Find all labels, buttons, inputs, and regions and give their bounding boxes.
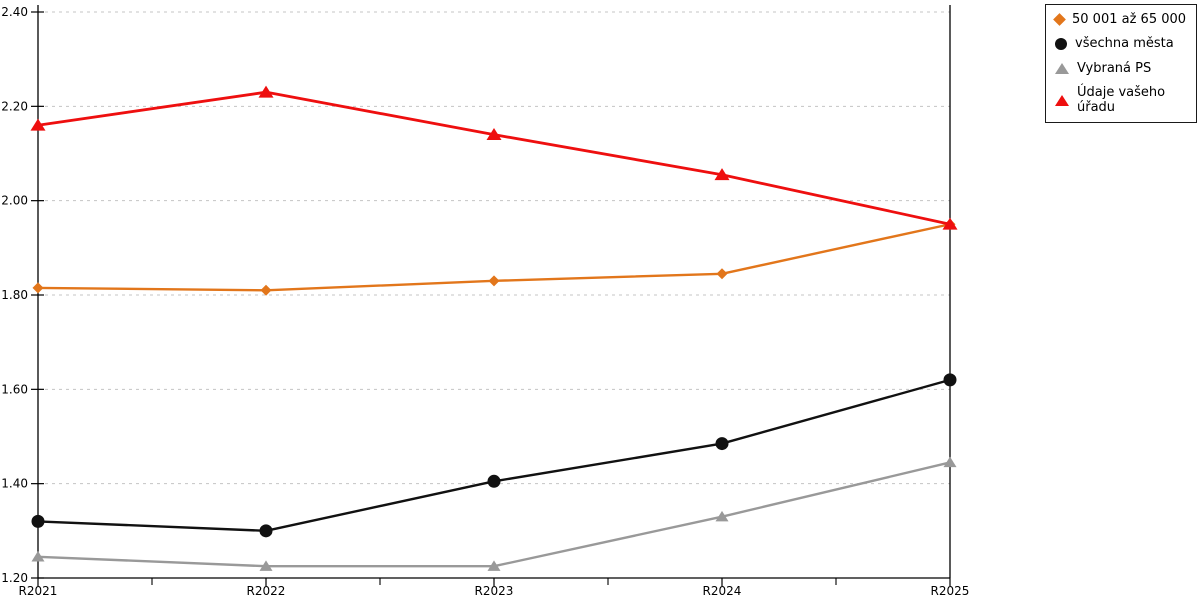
x-tick-label: R2021 <box>19 584 58 598</box>
data-point <box>259 524 273 538</box>
legend-label: všechna města <box>1075 36 1174 52</box>
series-line-3 <box>37 90 951 226</box>
data-point <box>942 217 958 230</box>
y-tick-label: 1.60 <box>1 382 28 396</box>
data-point <box>714 168 730 181</box>
triangle-marker-icon <box>1055 62 1069 74</box>
data-point <box>487 560 501 571</box>
series-line-1 <box>37 378 951 533</box>
y-tick-label: 2.00 <box>1 194 28 208</box>
legend-item-vsechna-mesta: všechna města <box>1055 36 1196 51</box>
data-point <box>715 437 729 451</box>
data-point <box>258 85 274 98</box>
legend-item-vybrana-ps: Vybraná PS <box>1055 61 1196 76</box>
y-tick-label: 1.40 <box>1 477 28 491</box>
circle-marker-icon <box>1055 37 1067 50</box>
legend-item-udaje-vaseho-uradu: Údaje vašeho úřadu <box>1055 85 1196 115</box>
data-point <box>31 514 45 528</box>
diamond-marker-icon <box>1053 12 1066 26</box>
x-tick-label: R2022 <box>247 584 286 598</box>
legend-label: Údaje vašeho úřadu <box>1077 85 1166 116</box>
data-point <box>260 284 272 296</box>
y-tick-label: 1.80 <box>1 288 28 302</box>
data-point <box>716 268 728 280</box>
data-point <box>943 373 957 387</box>
legend: 50 001 až 65 000 všechna města Vybraná P… <box>1045 4 1197 123</box>
legend-label: Vybraná PS <box>1077 60 1152 76</box>
data-point <box>259 560 273 571</box>
data-point <box>487 474 501 488</box>
x-tick-label: R2023 <box>475 584 514 598</box>
data-point <box>715 510 729 522</box>
y-tick-label: 2.40 <box>1 5 28 19</box>
data-point <box>943 456 957 468</box>
data-point <box>32 282 44 294</box>
x-tick-label: R2024 <box>703 584 742 598</box>
legend-label: 50 001 až 65 000 <box>1072 11 1187 27</box>
data-point <box>488 275 500 287</box>
data-point <box>31 551 45 562</box>
x-tick-label: R2025 <box>931 584 970 598</box>
data-point <box>30 118 46 131</box>
y-tick-label: 2.20 <box>1 99 28 113</box>
data-point <box>486 128 502 141</box>
legend-item-50001-az-65000: 50 001 až 65 000 <box>1053 11 1196 27</box>
y-tick-label: 1.20 <box>1 571 28 585</box>
triangle-marker-icon <box>1055 94 1069 106</box>
